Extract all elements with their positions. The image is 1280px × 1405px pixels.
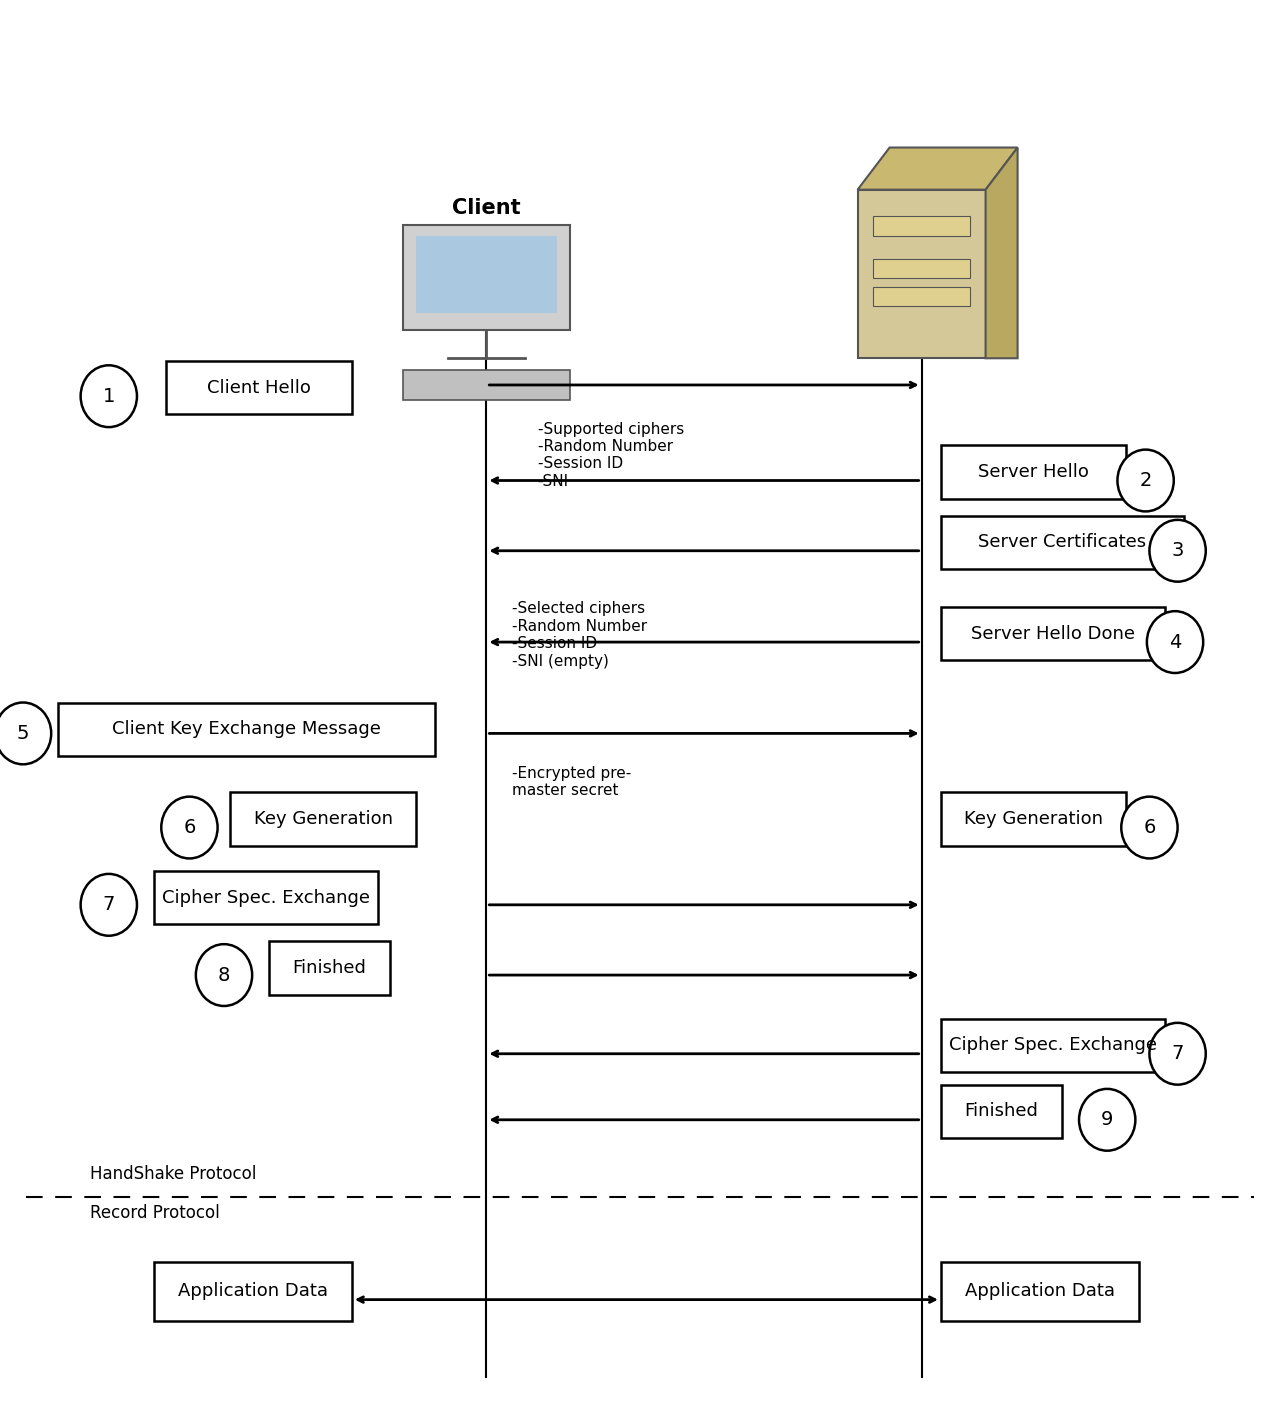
FancyBboxPatch shape	[416, 236, 557, 313]
Circle shape	[1147, 611, 1203, 673]
FancyBboxPatch shape	[403, 370, 570, 400]
Text: Record Protocol: Record Protocol	[90, 1204, 219, 1222]
FancyBboxPatch shape	[230, 792, 416, 846]
Circle shape	[1121, 797, 1178, 858]
Circle shape	[81, 365, 137, 427]
Text: Application Data: Application Data	[965, 1283, 1115, 1300]
Text: Client: Client	[452, 198, 521, 218]
Text: 6: 6	[183, 818, 196, 837]
Text: 7: 7	[1171, 1044, 1184, 1064]
FancyBboxPatch shape	[873, 259, 970, 278]
Text: Finished: Finished	[293, 960, 366, 976]
FancyBboxPatch shape	[941, 445, 1126, 499]
FancyBboxPatch shape	[58, 702, 435, 756]
FancyBboxPatch shape	[166, 361, 352, 414]
Text: Finished: Finished	[965, 1103, 1038, 1120]
Text: 8: 8	[218, 965, 230, 985]
Text: 2: 2	[1139, 471, 1152, 490]
Text: Cipher Spec. Exchange: Cipher Spec. Exchange	[948, 1037, 1157, 1054]
Text: 4: 4	[1169, 632, 1181, 652]
Circle shape	[161, 797, 218, 858]
Text: 7: 7	[102, 895, 115, 915]
Circle shape	[1149, 1023, 1206, 1085]
Text: Key Generation: Key Generation	[964, 811, 1103, 828]
Text: Cipher Spec. Exchange: Cipher Spec. Exchange	[161, 889, 370, 906]
Text: HandShake Protocol: HandShake Protocol	[90, 1165, 256, 1183]
Text: Server Certificates: Server Certificates	[978, 534, 1147, 551]
Circle shape	[196, 944, 252, 1006]
Text: 3: 3	[1171, 541, 1184, 561]
FancyBboxPatch shape	[154, 871, 378, 924]
FancyBboxPatch shape	[941, 792, 1126, 846]
Circle shape	[0, 702, 51, 764]
FancyBboxPatch shape	[941, 1085, 1062, 1138]
Text: Client Key Exchange Message: Client Key Exchange Message	[111, 721, 381, 738]
Text: -Supported ciphers
-Random Number
-Session ID
-SNI: -Supported ciphers -Random Number -Sessi…	[538, 422, 684, 489]
Text: Server Hello: Server Hello	[978, 464, 1089, 481]
FancyBboxPatch shape	[403, 225, 570, 330]
Text: 1: 1	[102, 386, 115, 406]
Circle shape	[81, 874, 137, 936]
Text: Key Generation: Key Generation	[253, 811, 393, 828]
FancyBboxPatch shape	[873, 216, 970, 236]
FancyBboxPatch shape	[941, 1262, 1139, 1321]
Text: 6: 6	[1143, 818, 1156, 837]
FancyBboxPatch shape	[941, 607, 1165, 660]
FancyBboxPatch shape	[941, 1019, 1165, 1072]
FancyBboxPatch shape	[873, 287, 970, 306]
Text: -Encrypted pre-
master secret: -Encrypted pre- master secret	[512, 766, 631, 798]
FancyBboxPatch shape	[858, 190, 986, 358]
Polygon shape	[858, 148, 1018, 190]
Text: 5: 5	[17, 724, 29, 743]
Circle shape	[1079, 1089, 1135, 1151]
Text: Server: Server	[883, 163, 960, 183]
Text: -Selected ciphers
-Random Number
-Session ID
-SNI (empty): -Selected ciphers -Random Number -Sessio…	[512, 601, 648, 669]
FancyBboxPatch shape	[941, 516, 1184, 569]
Polygon shape	[986, 148, 1018, 358]
Text: Server Hello Done: Server Hello Done	[970, 625, 1135, 642]
Text: 9: 9	[1101, 1110, 1114, 1130]
Circle shape	[1117, 450, 1174, 511]
Text: Client Hello: Client Hello	[207, 379, 311, 396]
FancyBboxPatch shape	[154, 1262, 352, 1321]
Circle shape	[1149, 520, 1206, 582]
Text: Application Data: Application Data	[178, 1283, 328, 1300]
FancyBboxPatch shape	[269, 941, 390, 995]
